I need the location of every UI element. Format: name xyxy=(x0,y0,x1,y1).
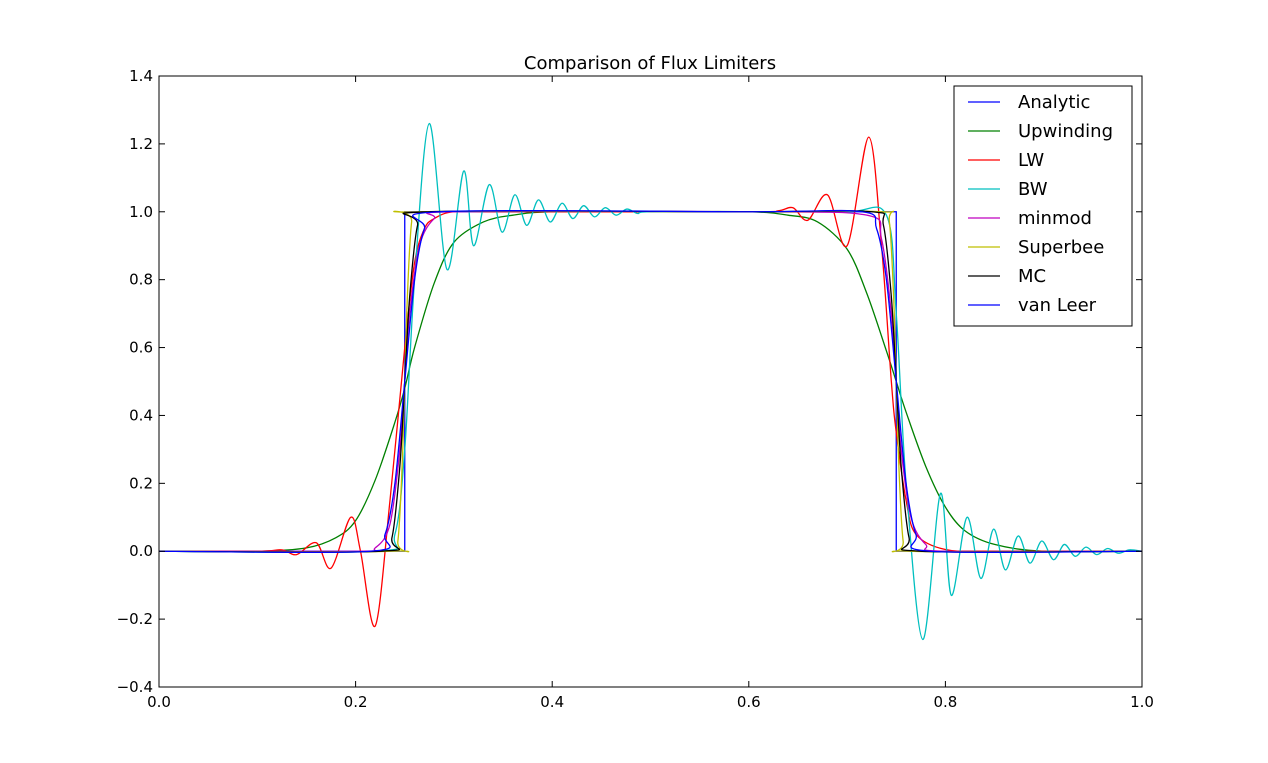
x-tick-label: 0.2 xyxy=(344,693,368,711)
legend-label: MC xyxy=(1018,266,1046,287)
series-line-van-leer xyxy=(158,209,1143,554)
y-tick-label: 0.4 xyxy=(129,406,153,424)
legend-label: LW xyxy=(1018,150,1044,171)
legend-label: Upwinding xyxy=(1018,121,1113,142)
x-tick-label: 0.0 xyxy=(147,693,171,711)
legend-label: van Leer xyxy=(1018,295,1097,316)
legend-label: Analytic xyxy=(1018,92,1090,113)
legend-box xyxy=(953,85,1133,327)
legend: Analytic Upwinding LW BW minmod Superbee MC van… xyxy=(953,85,1133,327)
x-tick-label: 0.4 xyxy=(540,693,564,711)
series-layer xyxy=(158,122,1143,641)
y-tick-label: 1.2 xyxy=(129,135,153,153)
y-tick-label: 1.4 xyxy=(129,67,153,85)
chart-title: Comparison of Flux Limiters xyxy=(524,53,776,74)
legend-label: BW xyxy=(1018,179,1048,200)
x-tick-label: 1.0 xyxy=(1130,693,1154,711)
y-tick-label: −0.2 xyxy=(117,610,153,628)
plot-frame xyxy=(158,75,1143,688)
legend-label: minmod xyxy=(1018,208,1092,229)
axis-ticks: 0.0 0.2 0.4 0.6 0.8 1.0 −0.4 −0.2 0.0 0.2 0.4 0.6 0.… xyxy=(117,67,1154,711)
legend-label: Superbee xyxy=(1018,237,1104,258)
y-tick-label: 0.6 xyxy=(129,339,153,357)
x-tick-label: 0.8 xyxy=(933,693,957,711)
x-tick-label: 0.6 xyxy=(737,693,761,711)
y-tick-label: 1.0 xyxy=(129,203,153,221)
y-tick-label: 0.8 xyxy=(129,271,153,289)
y-tick-label: 0.2 xyxy=(129,474,153,492)
y-tick-label: 0.0 xyxy=(129,542,153,560)
y-tick-label: −0.4 xyxy=(117,678,153,696)
